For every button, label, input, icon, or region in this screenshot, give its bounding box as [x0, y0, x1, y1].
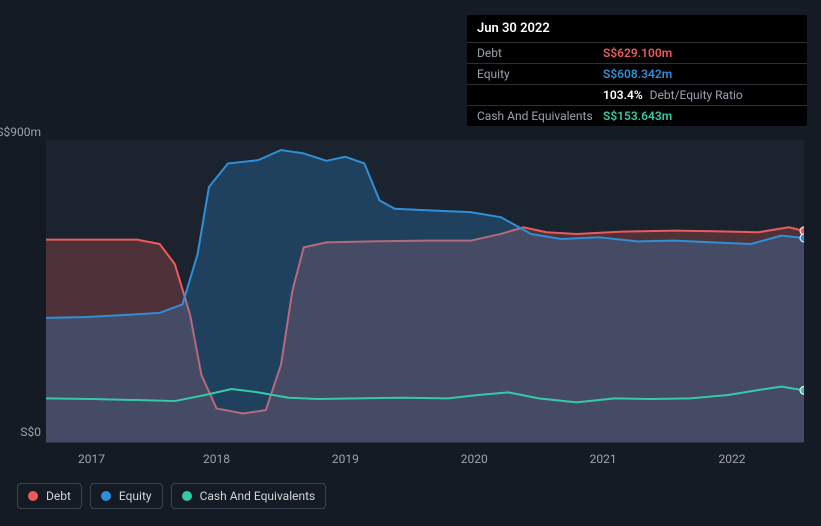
tooltip-row-value: S$153.643m: [603, 109, 672, 123]
legend-item-label: Equity: [119, 489, 152, 503]
tooltip-row-label: Equity: [477, 67, 603, 81]
tooltip: Jun 30 2022 DebtS$629.100mEquityS$608.34…: [467, 15, 807, 126]
legend-item-label: Debt: [46, 489, 71, 503]
legend-item[interactable]: Cash And Equivalents: [171, 483, 327, 509]
tooltip-row-value: S$608.342m: [603, 67, 672, 81]
series-end-dot-equity: [800, 234, 804, 242]
legend-item-label: Cash And Equivalents: [200, 489, 316, 503]
chart-plot-area[interactable]: [46, 140, 804, 442]
tooltip-row: 103.4% Debt/Equity Ratio: [467, 85, 807, 106]
x-axis-label: 2021: [590, 452, 617, 466]
x-axis-label: 2019: [332, 452, 359, 466]
tooltip-row-value: 103.4% Debt/Equity Ratio: [603, 88, 743, 102]
tooltip-row: Cash And EquivalentsS$153.643m: [467, 106, 807, 126]
y-axis-top-label: S$900m: [0, 125, 41, 139]
tooltip-row-label: Cash And Equivalents: [477, 109, 603, 123]
x-axis-label: 2017: [78, 452, 105, 466]
tooltip-row: EquityS$608.342m: [467, 64, 807, 85]
tooltip-row-extra: Debt/Equity Ratio: [647, 88, 743, 102]
legend: Debt Equity Cash And Equivalents: [17, 483, 326, 509]
x-axis-label: 2022: [718, 452, 745, 466]
tooltip-title: Jun 30 2022: [467, 15, 807, 43]
tooltip-row: DebtS$629.100m: [467, 43, 807, 64]
x-axis-label: 2020: [461, 452, 488, 466]
legend-dot-icon: [182, 491, 192, 501]
grid-bottom: [46, 442, 804, 443]
tooltip-row-label: Debt: [477, 46, 603, 60]
legend-item[interactable]: Debt: [17, 483, 82, 509]
x-axis-label: 2018: [203, 452, 230, 466]
legend-dot-icon: [28, 491, 38, 501]
y-axis-bottom-label: S$0: [0, 425, 41, 439]
series-end-dot-cash-and-equivalents: [800, 386, 804, 394]
chart-svg: [46, 140, 804, 442]
legend-item[interactable]: Equity: [90, 483, 163, 509]
tooltip-row-label: [477, 88, 603, 102]
legend-dot-icon: [101, 491, 111, 501]
tooltip-row-value: S$629.100m: [603, 46, 672, 60]
